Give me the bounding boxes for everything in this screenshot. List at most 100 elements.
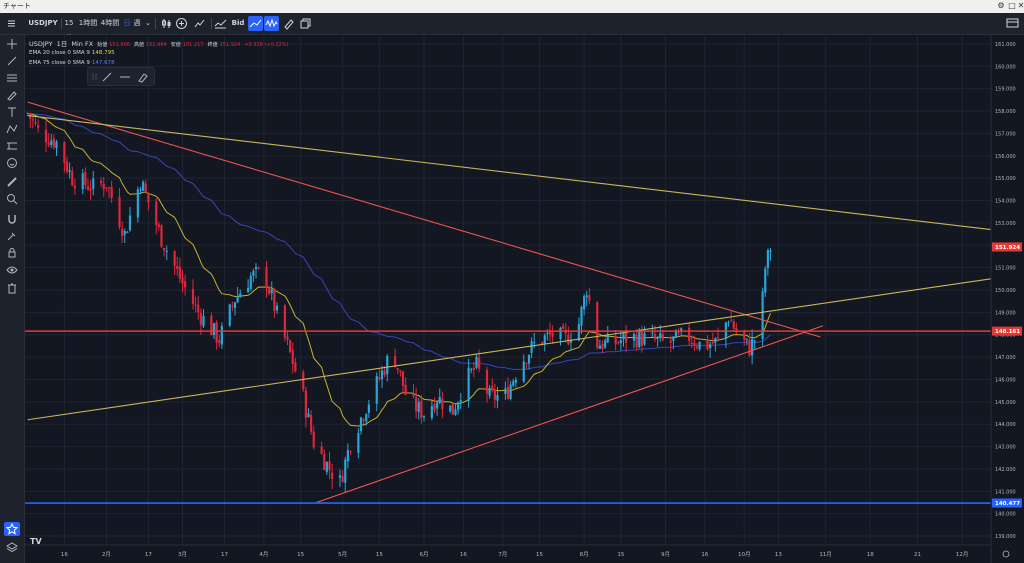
- candle: [312, 425, 315, 450]
- candle-body: [173, 251, 176, 266]
- candle: [157, 221, 160, 231]
- time-tick-label: 18: [867, 552, 874, 558]
- price-tick-label: 139.000: [995, 534, 1016, 540]
- price-chart[interactable]: 161.000 160.000 159.000 158.000 157.000 156.0…: [25, 35, 1024, 563]
- candle: [459, 393, 462, 410]
- candle-body: [105, 187, 108, 189]
- candle-type-icon[interactable]: [159, 16, 174, 31]
- candle: [577, 317, 580, 342]
- candle-body: [365, 414, 368, 422]
- candle-body: [184, 281, 187, 288]
- timeframe-15m-button[interactable]: 15分: [64, 19, 74, 42]
- candle: [139, 186, 142, 194]
- brush-icon[interactable]: [4, 88, 20, 102]
- candle-body: [92, 178, 95, 189]
- candle-body: [716, 336, 720, 338]
- candle-body: [265, 266, 268, 289]
- candle-body: [617, 342, 620, 344]
- candle-body: [711, 342, 714, 344]
- paint-icon[interactable]: [281, 16, 296, 31]
- candle: [181, 269, 184, 293]
- candle-body: [302, 372, 305, 390]
- candle: [199, 308, 202, 335]
- candle-body: [386, 355, 389, 375]
- candle-body: [472, 367, 475, 370]
- candle-body: [346, 450, 349, 462]
- cursor-crosshair-icon[interactable]: [4, 37, 20, 51]
- timeframe-1h-button[interactable]: 1時間: [78, 19, 98, 27]
- price-tick-label: 153.000: [995, 221, 1016, 227]
- add-indicator-plus-icon[interactable]: [174, 16, 189, 31]
- layers-icon[interactable]: [4, 540, 20, 554]
- candle: [105, 187, 108, 191]
- candle-body: [176, 265, 179, 269]
- pattern-icon[interactable]: [4, 122, 20, 136]
- timeframe-active-indicator: 日: [123, 19, 131, 27]
- screenshot-icon[interactable]: [1005, 16, 1020, 31]
- trendline-yellow_long_down: [27, 114, 992, 231]
- candle-body: [672, 336, 675, 341]
- symbol-search-button[interactable]: USDJPY: [28, 19, 58, 27]
- candle-body: [81, 173, 84, 190]
- close-window-icon[interactable]: ✕: [1017, 1, 1024, 10]
- candle-body: [399, 370, 402, 372]
- candle-body: [522, 361, 525, 382]
- candle: [147, 192, 150, 211]
- timeframe-dropdown-chevron-down-icon[interactable]: ⌄: [145, 19, 151, 27]
- compare-icon[interactable]: [213, 16, 228, 31]
- indicators-fx-icon[interactable]: [192, 16, 207, 31]
- candle-body: [210, 315, 213, 336]
- time-tick-label: 15: [536, 552, 543, 558]
- candle-body: [401, 371, 405, 386]
- wave-chart-icon[interactable]: [264, 16, 279, 31]
- zoom-icon[interactable]: [4, 192, 20, 206]
- candle-body: [548, 331, 552, 335]
- trash-icon[interactable]: [4, 281, 20, 295]
- menu-icon[interactable]: [4, 16, 19, 31]
- eye-icon[interactable]: [4, 263, 20, 277]
- star-icon[interactable]: [4, 522, 20, 536]
- legend-close-label: 終値: [207, 42, 218, 48]
- candle-body: [359, 417, 363, 432]
- candle-body: [543, 335, 546, 344]
- timeframe-week-button[interactable]: 週: [133, 19, 141, 27]
- ruler-icon[interactable]: [4, 175, 20, 189]
- text-icon[interactable]: [4, 105, 20, 119]
- fib-icon[interactable]: [4, 71, 20, 85]
- time-tick-label: 15: [617, 552, 624, 558]
- candle: [485, 366, 489, 403]
- candle-body: [753, 340, 756, 342]
- magnet-icon[interactable]: [4, 212, 20, 226]
- candle: [346, 443, 349, 469]
- maximize-window-icon[interactable]: □: [1008, 1, 1016, 10]
- lock-icon[interactable]: [4, 246, 20, 260]
- candle: [100, 177, 103, 187]
- candle: [291, 342, 294, 374]
- emoji-icon[interactable]: [4, 156, 20, 170]
- time-tick-label: 11月: [819, 551, 832, 558]
- timeframe-4h-button[interactable]: 4時間: [100, 19, 120, 27]
- price-type-bid-button[interactable]: Bid: [231, 19, 245, 27]
- candle-body: [640, 331, 643, 346]
- settings-window-icon[interactable]: ⚙: [997, 1, 1005, 10]
- candle: [598, 339, 601, 349]
- candle-body: [136, 189, 139, 218]
- candle: [359, 416, 363, 435]
- candle-body: [415, 396, 418, 412]
- trend-line-icon[interactable]: [4, 54, 20, 68]
- candle-body: [128, 215, 132, 231]
- candle: [551, 325, 554, 344]
- legend-close: 151.924: [219, 42, 241, 48]
- price-tick-label: 154.000: [995, 199, 1016, 205]
- candle: [716, 327, 720, 342]
- measure-icon[interactable]: [4, 139, 20, 153]
- candle: [231, 301, 234, 312]
- candle: [394, 348, 397, 368]
- line-chart-icon[interactable]: [248, 16, 263, 31]
- price-tick-label: 141.000: [995, 489, 1016, 495]
- lock-draw-icon[interactable]: [4, 229, 20, 243]
- candle: [68, 162, 71, 179]
- time-tick-label: 13: [775, 552, 782, 558]
- windows-copy-icon[interactable]: [298, 16, 313, 31]
- candle: [504, 381, 507, 400]
